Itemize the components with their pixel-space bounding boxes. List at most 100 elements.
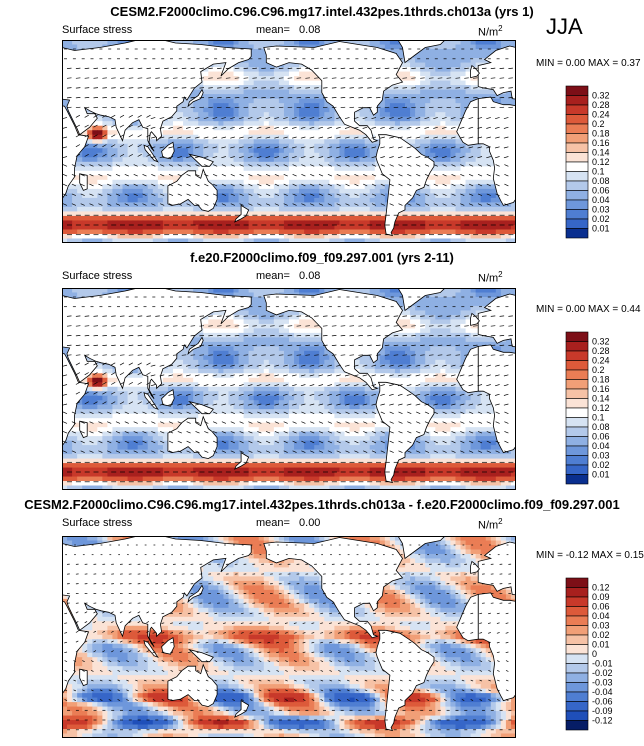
field-cell <box>132 157 139 163</box>
field-cell <box>294 170 300 176</box>
field-cell <box>253 62 260 68</box>
field-cell <box>289 80 295 86</box>
field-cell <box>294 229 300 235</box>
field-cell <box>445 67 452 73</box>
field-cell <box>152 134 159 140</box>
field-cell <box>72 179 78 185</box>
wind-vector <box>300 146 306 149</box>
field-cell <box>445 206 452 213</box>
wind-vector <box>481 67 487 69</box>
field-cell <box>294 121 300 127</box>
wind-vector <box>402 67 408 69</box>
field-cell <box>425 233 431 240</box>
wind-vector <box>155 97 160 99</box>
field-cell <box>425 238 431 243</box>
wind-vector <box>270 77 275 79</box>
field-cell <box>243 116 250 122</box>
field-cell <box>97 215 103 222</box>
wind-vector <box>146 153 151 157</box>
wind-vector <box>393 97 399 99</box>
field-cell <box>198 121 204 127</box>
field-cell <box>430 130 436 136</box>
field-cell <box>314 233 320 240</box>
wind-vector <box>80 193 85 196</box>
field-cell <box>505 206 512 213</box>
field-cell <box>399 112 406 118</box>
field-cell <box>72 211 78 217</box>
field-cell <box>283 170 290 176</box>
wind-vector <box>310 193 315 196</box>
field-cell <box>258 220 265 226</box>
field-cell <box>253 103 260 109</box>
field-cell <box>465 229 472 235</box>
field-cell <box>172 224 179 231</box>
field-cell <box>299 139 305 145</box>
field-cell <box>445 130 452 136</box>
field-cell <box>495 229 502 235</box>
wind-vector <box>451 183 456 187</box>
wind-vector <box>464 87 469 89</box>
wind-vector <box>380 146 385 149</box>
field-cell <box>460 53 467 59</box>
wind-vector <box>128 67 134 69</box>
field-cell <box>379 44 386 50</box>
field-cell <box>263 107 270 113</box>
field-cell <box>157 224 164 231</box>
field-cell <box>183 143 189 149</box>
field-cell <box>188 139 194 145</box>
field-cell <box>162 130 169 136</box>
field-cell <box>405 224 411 231</box>
field-cell <box>440 103 446 109</box>
field-cell <box>485 220 492 226</box>
field-cell <box>223 98 230 104</box>
field-cell <box>253 215 260 222</box>
field-cell <box>82 211 88 217</box>
field-cell <box>450 197 457 203</box>
field-cell <box>465 211 472 217</box>
field-cell <box>465 161 472 167</box>
field-cell <box>485 211 492 217</box>
wind-vector <box>411 67 416 69</box>
field-cell <box>107 224 114 231</box>
field-cell <box>294 148 300 154</box>
field-cell <box>384 184 391 190</box>
field-cell <box>273 85 280 91</box>
field-cell <box>238 121 245 127</box>
field-cell <box>172 206 179 213</box>
wind-vector <box>367 77 372 79</box>
field-cell <box>273 152 280 158</box>
field-cell <box>132 215 139 222</box>
field-cell <box>273 157 280 163</box>
wind-vector <box>142 173 147 177</box>
wind-vector <box>353 126 359 129</box>
field-cell <box>389 121 396 127</box>
field-cell <box>455 233 462 240</box>
field-cell <box>460 157 467 163</box>
field-cell <box>92 233 98 240</box>
field-cell <box>445 202 452 208</box>
wind-vector <box>442 164 447 167</box>
field-cell <box>319 152 325 158</box>
field-cell <box>485 197 492 203</box>
field-cell <box>314 157 320 163</box>
field-cell <box>460 206 467 213</box>
wind-vector <box>248 193 253 196</box>
field-cell <box>142 211 149 217</box>
field-cell <box>253 211 260 217</box>
field-cell <box>420 112 426 118</box>
wind-vector <box>407 173 412 177</box>
field-cell <box>263 220 270 226</box>
field-cell <box>152 188 159 194</box>
field-cell <box>233 107 240 113</box>
field-cell <box>299 62 305 68</box>
field-cell <box>137 143 144 149</box>
wind-vector <box>195 193 200 196</box>
field-cell <box>253 161 260 167</box>
field-cell <box>294 103 300 109</box>
wind-vector <box>115 193 121 196</box>
wind-vector <box>234 67 240 69</box>
field-cell <box>233 206 240 213</box>
field-cell <box>374 130 381 136</box>
field-cell <box>283 85 290 91</box>
field-cell <box>157 184 164 190</box>
